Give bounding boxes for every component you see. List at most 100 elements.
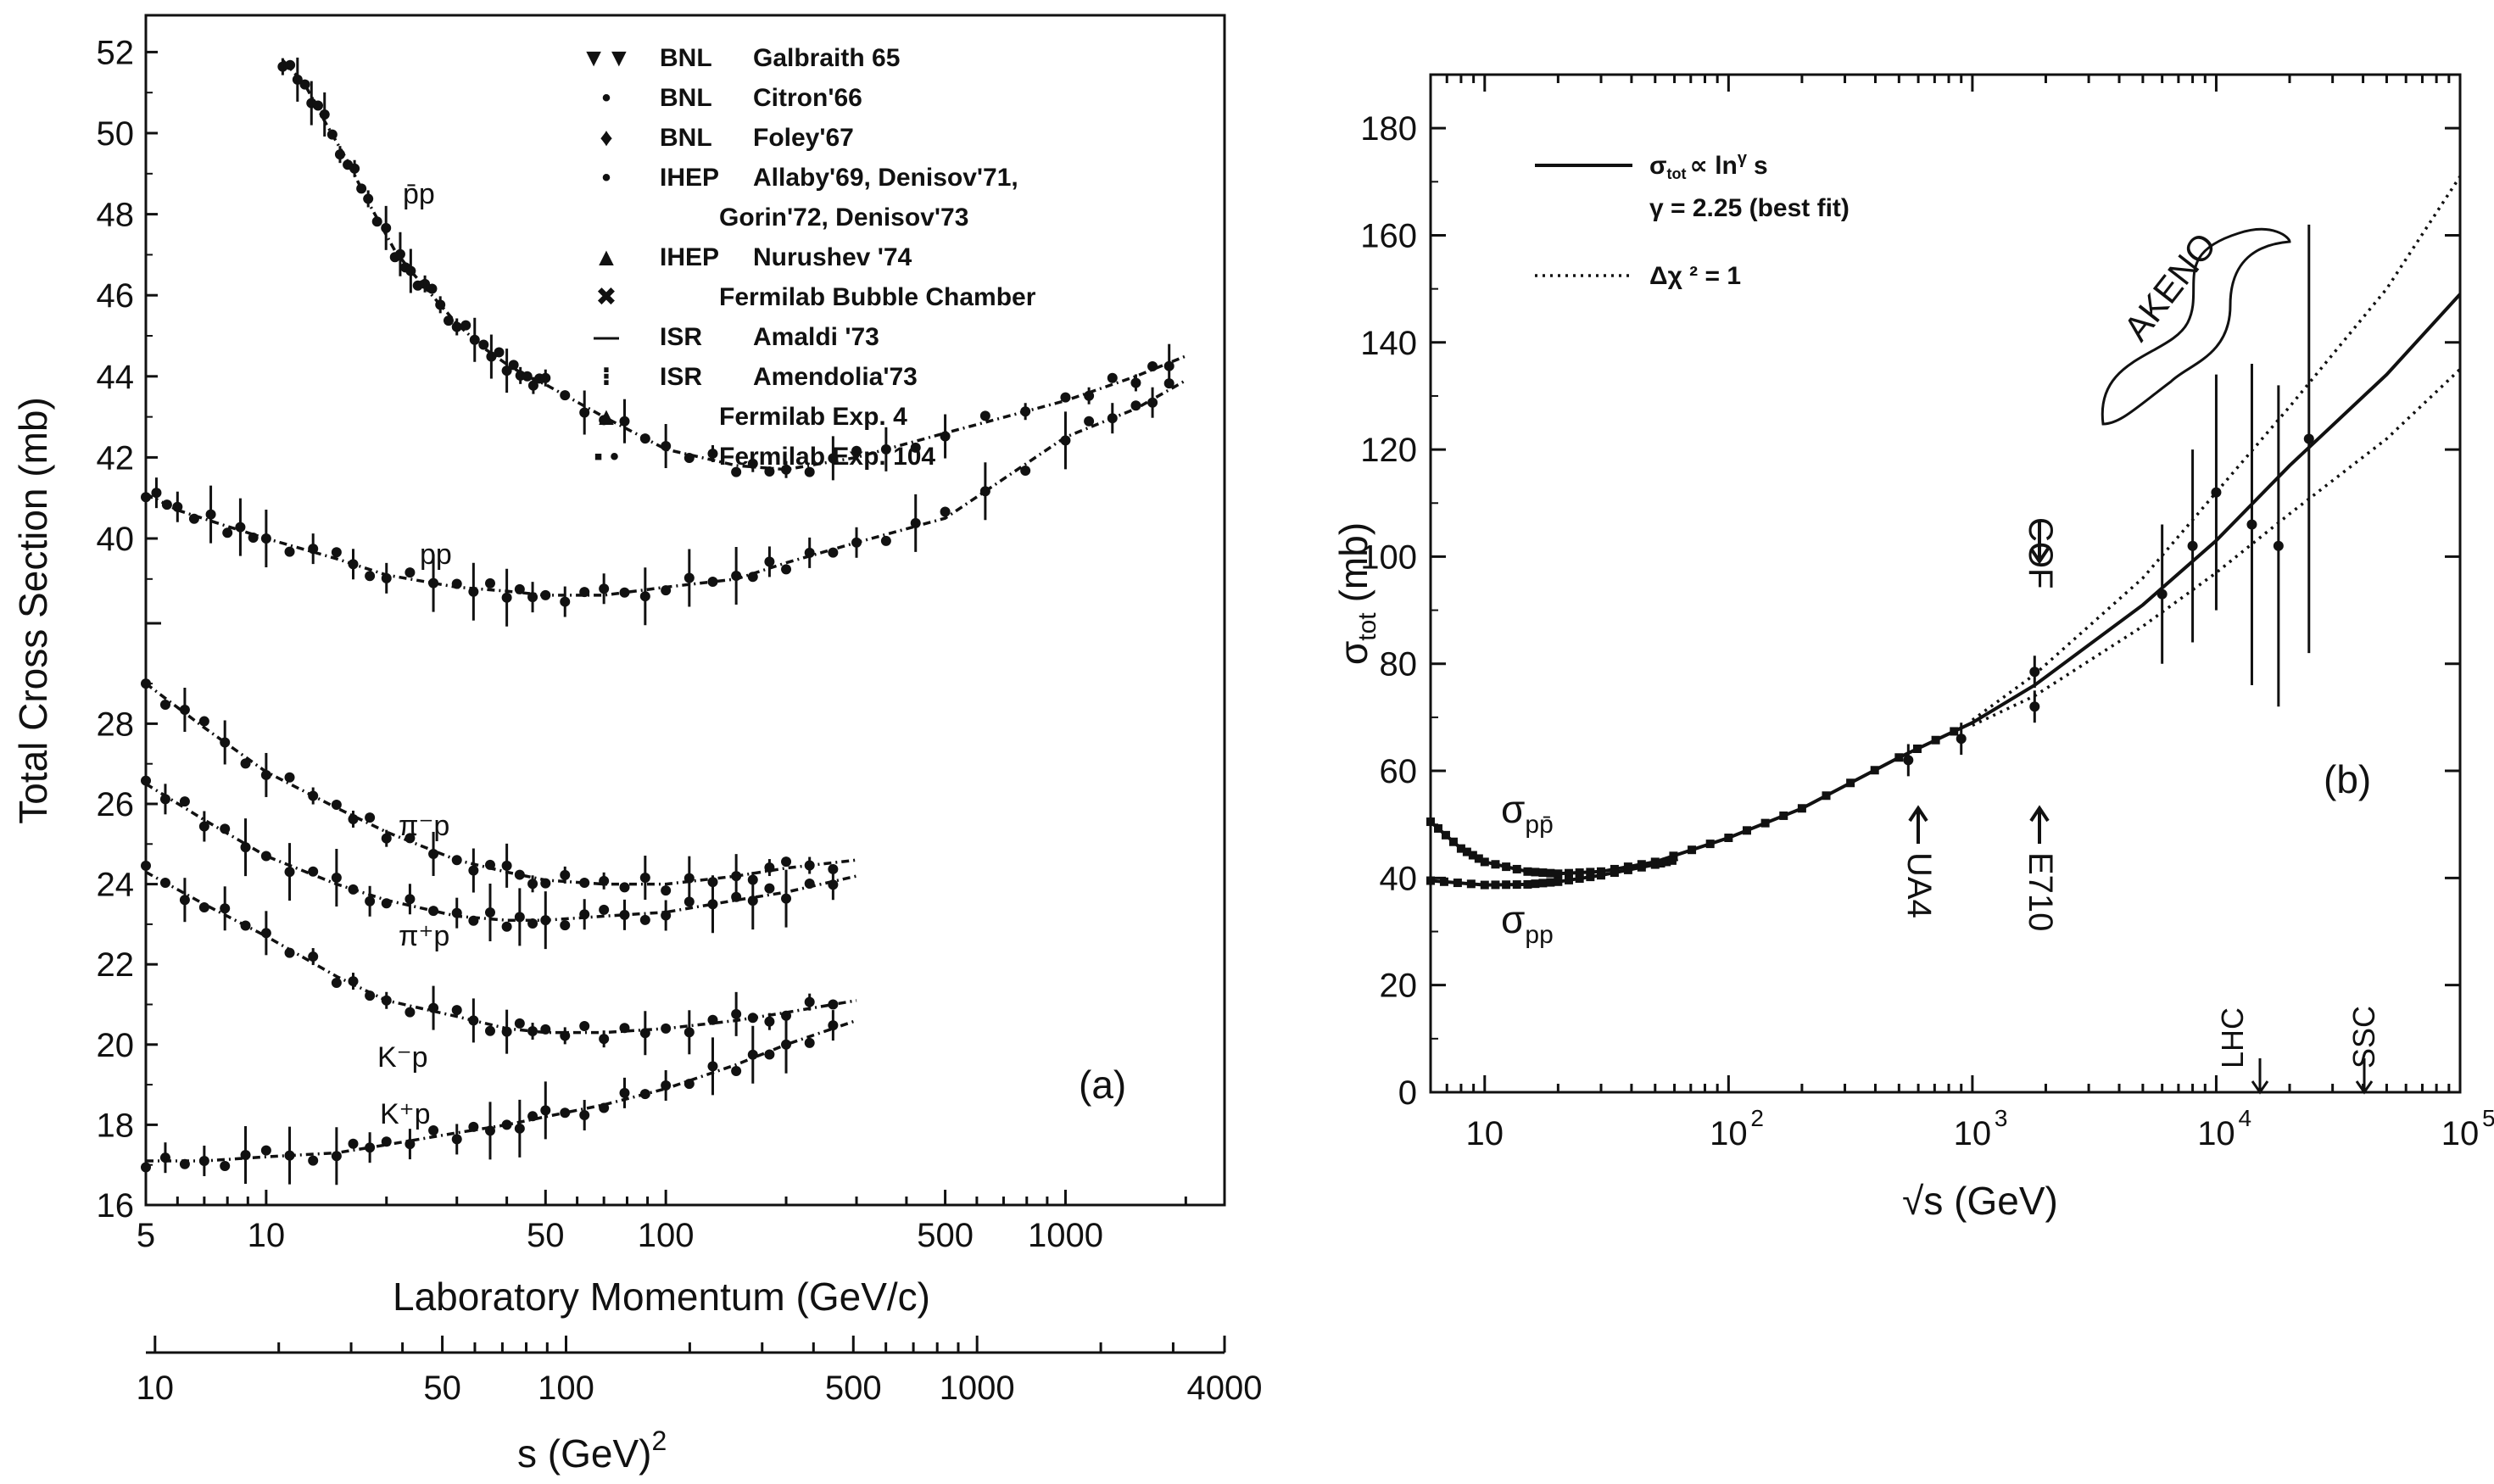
b-lowE-point	[1502, 862, 1511, 872]
b-lowE-point	[1797, 804, 1806, 813]
a-legend-lab: BNL	[660, 44, 712, 72]
a-curve-2	[144, 682, 857, 886]
b-ytick-label: 140	[1360, 325, 1417, 362]
a-point	[365, 812, 376, 823]
b-ytick-label: 180	[1360, 110, 1417, 148]
a-point	[365, 571, 376, 582]
a-point	[141, 492, 151, 503]
legend-dotted-text: Δχ ² = 1	[1649, 262, 1741, 290]
b-ytick-label: 120	[1360, 432, 1417, 469]
b-xtick-label: 10	[1466, 1115, 1504, 1152]
panel-a-xticks: 5 10 50 100 500 1000	[137, 1190, 1187, 1254]
legend-solid-line2: γ = 2.25 (best fit)	[1649, 194, 1850, 222]
panel-a-ylabel: Total Cross Section (mb)	[11, 397, 55, 824]
b-lowE-point	[1468, 851, 1477, 860]
b-lowE-point	[1491, 880, 1500, 890]
a-ytick-label: 20	[97, 1027, 135, 1064]
a-legend-symbol: —	[594, 323, 619, 351]
a-point	[356, 183, 367, 194]
legend-gamma-sup: γ	[1738, 149, 1748, 168]
a-point	[1107, 372, 1118, 383]
a-point	[284, 546, 295, 557]
a-point	[683, 453, 695, 464]
a-point	[220, 823, 231, 834]
a-point	[639, 914, 650, 925]
a-point	[661, 1023, 672, 1034]
a-legend-ref: Fermilab Bubble Chamber	[719, 283, 1036, 311]
b-lowE-point	[1512, 880, 1521, 890]
a-point	[828, 863, 839, 874]
a-point	[619, 882, 630, 893]
cof-arrow	[2029, 522, 2050, 565]
s-tick-label: 50	[423, 1370, 461, 1407]
panel-a-curves	[144, 59, 1187, 1163]
panel-b-legend: σtot ∝ lnγ s γ = 2.25 (best fit) Δχ ² = 1	[1535, 149, 1850, 290]
b-xtick-label: 10	[2441, 1115, 2480, 1152]
a-point	[560, 390, 571, 401]
a-point	[1147, 361, 1158, 372]
a-point	[1130, 400, 1141, 411]
akeno-band: AKENO	[2101, 226, 2291, 426]
a-point	[522, 371, 533, 382]
a-point	[1084, 416, 1095, 427]
akeno-label: AKENO	[2116, 226, 2224, 349]
b-lowE-point	[1688, 845, 1697, 855]
a-xtick-label: 50	[527, 1217, 565, 1254]
b-lowE-point	[1546, 878, 1555, 887]
b-lowE-point	[1586, 868, 1595, 877]
a-point	[599, 1102, 610, 1113]
a-point	[579, 1021, 590, 1032]
b-lowE-point	[1575, 874, 1584, 883]
a-point	[198, 902, 209, 913]
a-point	[451, 855, 462, 866]
ua4-arrow	[1908, 805, 1928, 844]
a-point	[494, 347, 505, 358]
panel-b-curves	[1426, 176, 2462, 890]
b-lowE-point	[1441, 830, 1450, 840]
a-point	[527, 1111, 538, 1122]
label-kp-p: K⁺p	[380, 1098, 431, 1130]
label-sigma-pp-sub: pp	[1525, 921, 1553, 949]
akeno-band-shape	[2101, 227, 2291, 426]
a-legend-symbol: ✖	[595, 283, 617, 311]
b-lowE-point	[1523, 879, 1532, 889]
a-point	[781, 564, 792, 575]
a-curve-0	[282, 59, 1186, 471]
panel-a-label: (a)	[1079, 1063, 1126, 1107]
a-point	[828, 547, 839, 558]
b-lowE-point	[1531, 879, 1540, 889]
s-axis-label: s (GeV)2	[517, 1425, 667, 1476]
a-point	[639, 433, 650, 444]
a-legend-lab: BNL	[660, 84, 712, 112]
b-lowE-point	[1575, 868, 1584, 878]
a-curve-5	[146, 1018, 857, 1163]
b-lowE-point	[1462, 847, 1471, 856]
b-lowE-point	[1596, 871, 1605, 880]
a-point	[619, 1023, 630, 1034]
b-lowE-point	[1912, 745, 1922, 753]
a-point	[159, 878, 170, 889]
a-point	[220, 1160, 231, 1171]
a-point	[381, 1136, 392, 1147]
a-point	[248, 533, 259, 544]
b-lowE-point	[1538, 868, 1548, 878]
ssc-arrow	[2355, 1058, 2374, 1095]
e710-label: E710	[2022, 852, 2059, 931]
panel-a-xlabel: Laboratory Momentum (GeV/c)	[393, 1275, 930, 1319]
a-point	[331, 547, 342, 558]
s-tick-label: 10	[137, 1370, 175, 1407]
panel-b-label: (b)	[2324, 757, 2371, 801]
a-point	[1020, 466, 1031, 477]
b-lowE-point	[1662, 857, 1671, 867]
legend-s: s	[1754, 152, 1768, 180]
a-point	[731, 466, 742, 477]
b-lowE-point	[1822, 791, 1831, 801]
b-lowE-point	[1565, 875, 1574, 884]
b-lowE-point	[1623, 865, 1632, 874]
legend-propto: ∝ ln	[1690, 152, 1738, 180]
a-legend-ref: Fermilab Exp. 4	[719, 403, 907, 431]
a-legend-symbol: •	[602, 84, 611, 112]
label-sigma-pp-sym: σ	[1501, 897, 1525, 941]
a-point	[880, 535, 891, 546]
